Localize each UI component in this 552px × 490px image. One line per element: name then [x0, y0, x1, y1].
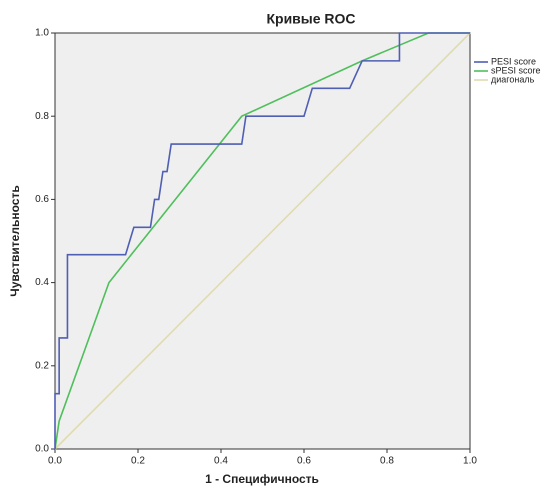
x-tick-label: 0.2: [131, 456, 145, 467]
chart-title: Кривые ROC: [266, 11, 355, 27]
y-tick-label: 0.4: [35, 277, 49, 288]
x-tick-label: 0.8: [380, 456, 394, 467]
legend-text: PESI score: [491, 56, 536, 66]
x-tick-label: 0.4: [214, 456, 228, 467]
y-tick-label: 0.8: [35, 111, 49, 122]
y-tick-label: 1.0: [35, 28, 49, 39]
roc-line: [54, 32, 470, 449]
x-axis-label: 1 - Специфичность: [205, 472, 319, 486]
y-axis-label: Чувствительность: [8, 185, 22, 296]
roc-line: [54, 32, 471, 450]
x-tick-label: 1.0: [463, 456, 477, 467]
y-tick-label: 0.0: [35, 444, 49, 455]
legend-text: sPESI score: [491, 65, 541, 75]
y-tick-label: 0.6: [35, 194, 49, 205]
y-tick-label: 0.2: [35, 360, 49, 371]
x-tick-label: 0.0: [48, 456, 62, 467]
x-tick-label: 0.6: [297, 456, 311, 467]
legend-text: диагональ: [491, 74, 535, 84]
